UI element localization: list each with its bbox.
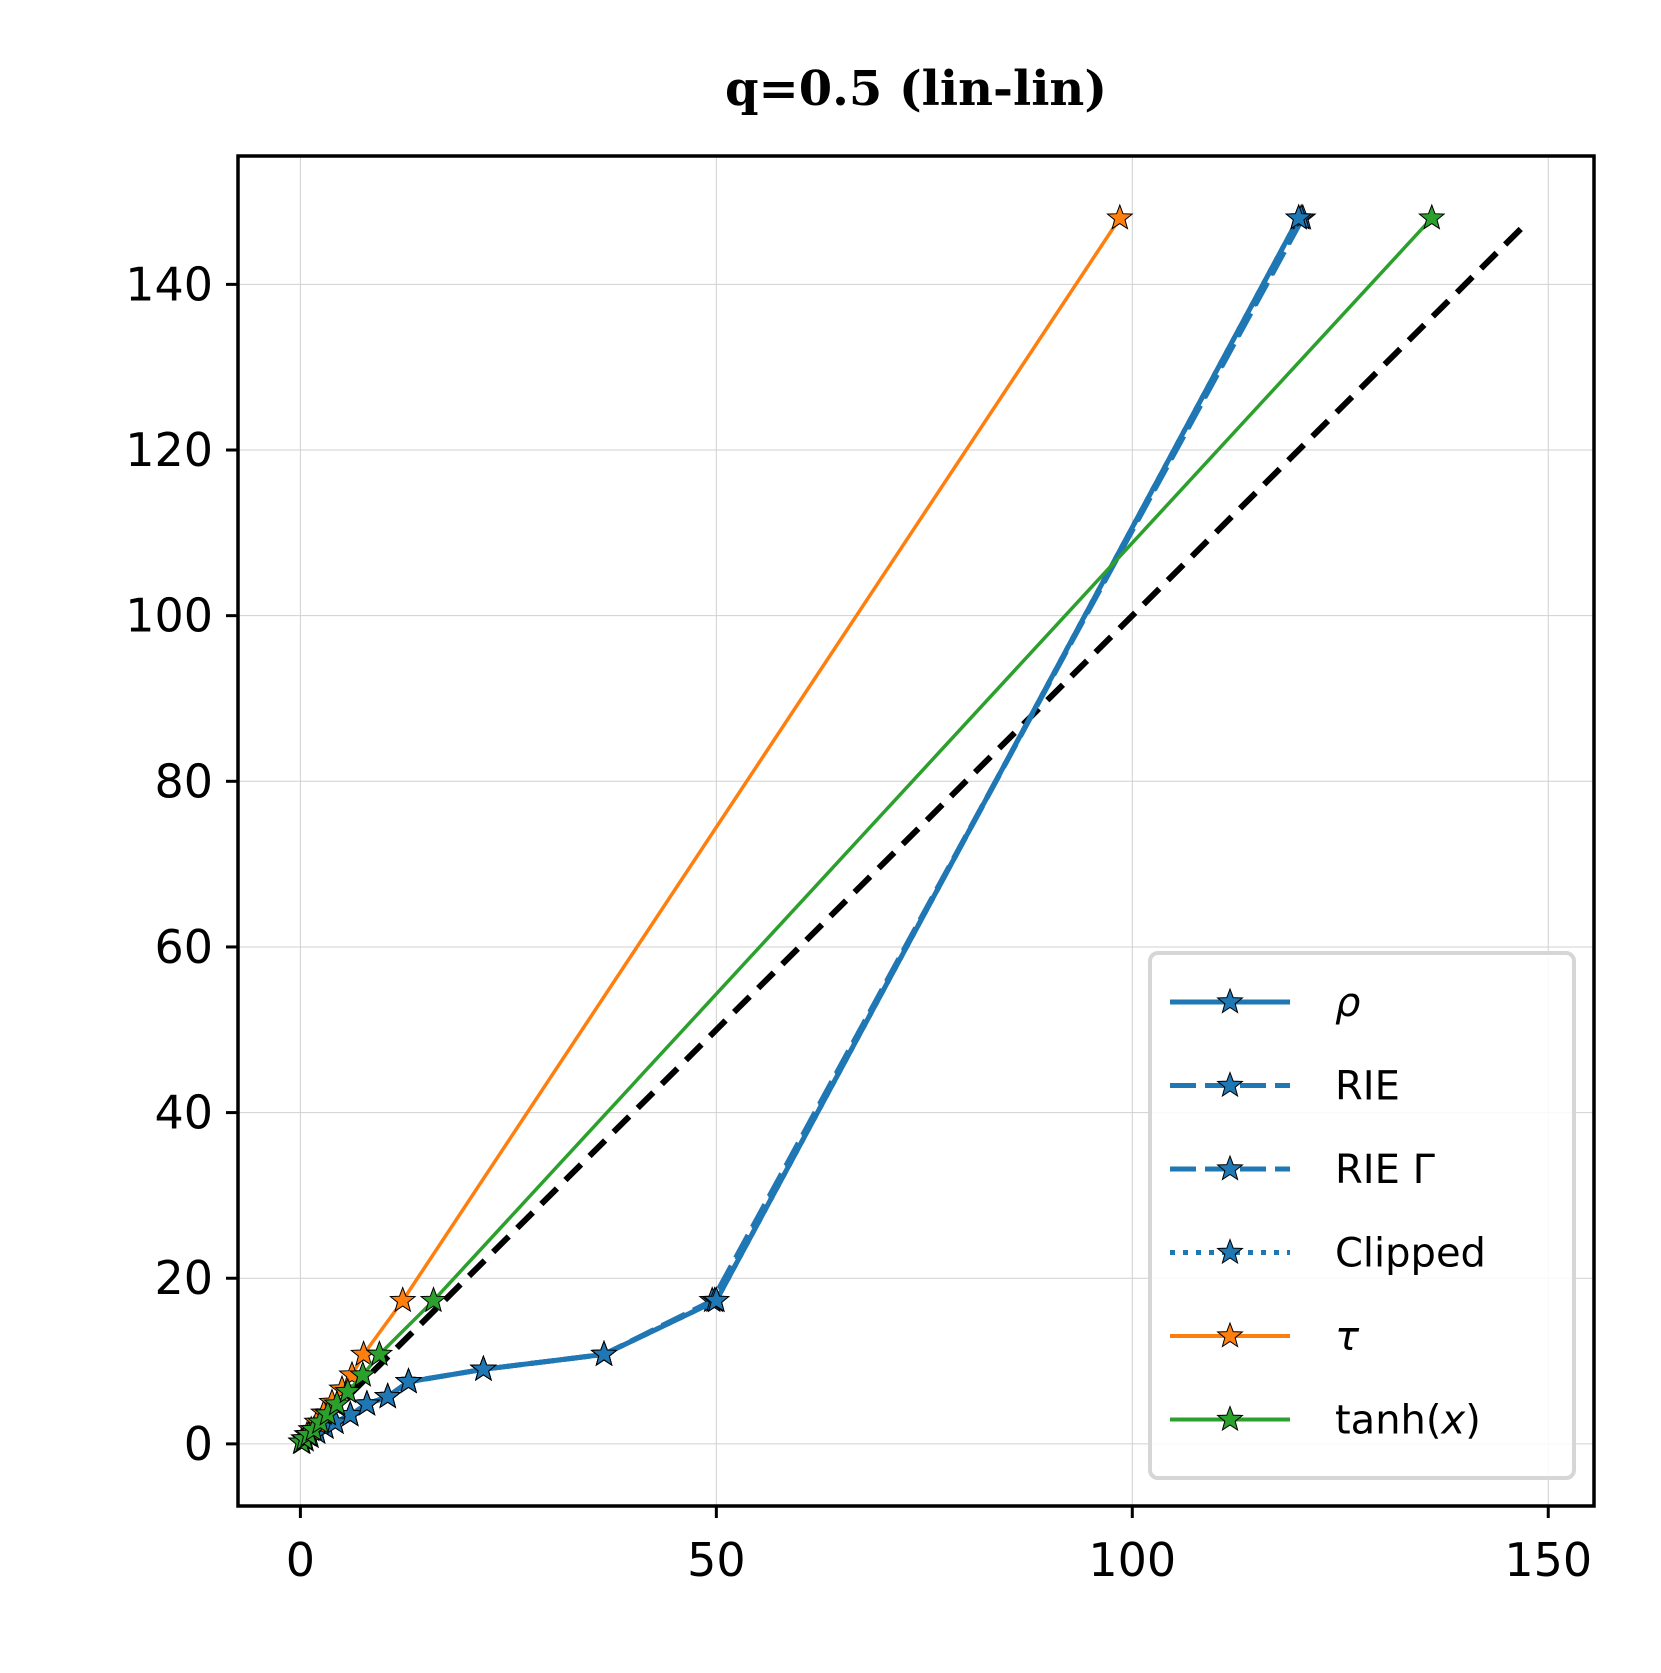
- legend-item: RIE: [1170, 1064, 1400, 1110]
- series-layer: [287, 203, 1446, 1454]
- series-line: [299, 217, 1122, 1444]
- y-tick-label: 120: [125, 423, 213, 477]
- x-tick-label: 100: [1088, 1533, 1176, 1587]
- legend-item: τ: [1170, 1314, 1360, 1360]
- legend-label: τ: [1335, 1314, 1360, 1360]
- y-tick-label: 0: [184, 1417, 213, 1471]
- reference-line: [298, 220, 1530, 1447]
- data-point: [334, 1377, 362, 1404]
- plot-frame: [236, 154, 1596, 1508]
- legend-item: RIE Γ: [1170, 1147, 1436, 1193]
- data-point: [1418, 203, 1446, 230]
- legend-label-prefix: RIE: [1335, 1064, 1400, 1110]
- axis-ticks: 0 50 100 150 0 20 40 60 80 100 120 140: [125, 257, 1592, 1587]
- series-5: [287, 203, 1446, 1454]
- data-point: [365, 1339, 394, 1367]
- series-4: [287, 203, 1134, 1454]
- legend-marker: [1216, 987, 1244, 1014]
- data-point: [1106, 203, 1134, 230]
- x-tick-label: 150: [1504, 1533, 1592, 1587]
- data-point: [389, 1286, 417, 1313]
- data-point: [394, 1367, 423, 1394]
- y-tick-label: 20: [154, 1251, 213, 1305]
- grid: [238, 156, 1594, 1506]
- legend: ρ RIE RIE Γ Clipped τ tanh(x): [1148, 951, 1576, 1480]
- legend-label-italic: x: [1440, 1398, 1466, 1444]
- data-point: [349, 1360, 377, 1387]
- legend-marker: [1216, 1321, 1244, 1348]
- legend-item: tanh(x): [1170, 1398, 1481, 1444]
- legend-label: RIE: [1335, 1064, 1400, 1110]
- y-tick-label: 80: [154, 754, 213, 808]
- reference-line-layer: [298, 220, 1530, 1447]
- legend-label-italic: τ: [1335, 1314, 1360, 1360]
- legend-label: RIE Γ: [1335, 1147, 1436, 1193]
- legend-label-prefix: RIE Γ: [1335, 1147, 1436, 1193]
- data-point: [469, 1354, 498, 1382]
- legend-label-suffix: ): [1465, 1398, 1481, 1444]
- x-tick-label: 0: [286, 1533, 315, 1587]
- y-tick-label: 60: [154, 920, 213, 974]
- x-tick-label: 50: [687, 1533, 746, 1587]
- y-tick-label: 100: [125, 589, 213, 643]
- legend-item: ρ: [1170, 980, 1360, 1026]
- legend-marker: [1216, 1238, 1244, 1265]
- legend-label: tanh(x): [1335, 1398, 1481, 1444]
- data-point: [702, 1286, 731, 1313]
- series-line: [300, 216, 1301, 1445]
- data-point: [419, 1286, 448, 1313]
- data-point: [1284, 203, 1313, 230]
- y-tick-label: 140: [125, 257, 213, 311]
- legend-label-italic: ρ: [1335, 980, 1360, 1026]
- legend-label-prefix: tanh(: [1335, 1398, 1442, 1444]
- data-point: [353, 1389, 381, 1416]
- y-tick-label: 40: [154, 1086, 213, 1140]
- data-point: [323, 1389, 351, 1416]
- legend-label: ρ: [1335, 980, 1360, 1026]
- legend-label-prefix: Clipped: [1335, 1231, 1486, 1277]
- legend-marker: [1216, 1071, 1244, 1098]
- legend-marker: [1216, 1154, 1244, 1181]
- legend-marker: [1216, 1405, 1244, 1432]
- data-point: [590, 1339, 618, 1367]
- legend-label: Clipped: [1335, 1231, 1486, 1277]
- legend-item: Clipped: [1170, 1231, 1486, 1277]
- chart-title: q=0.5 (lin-lin): [725, 61, 1107, 117]
- data-point: [374, 1382, 402, 1409]
